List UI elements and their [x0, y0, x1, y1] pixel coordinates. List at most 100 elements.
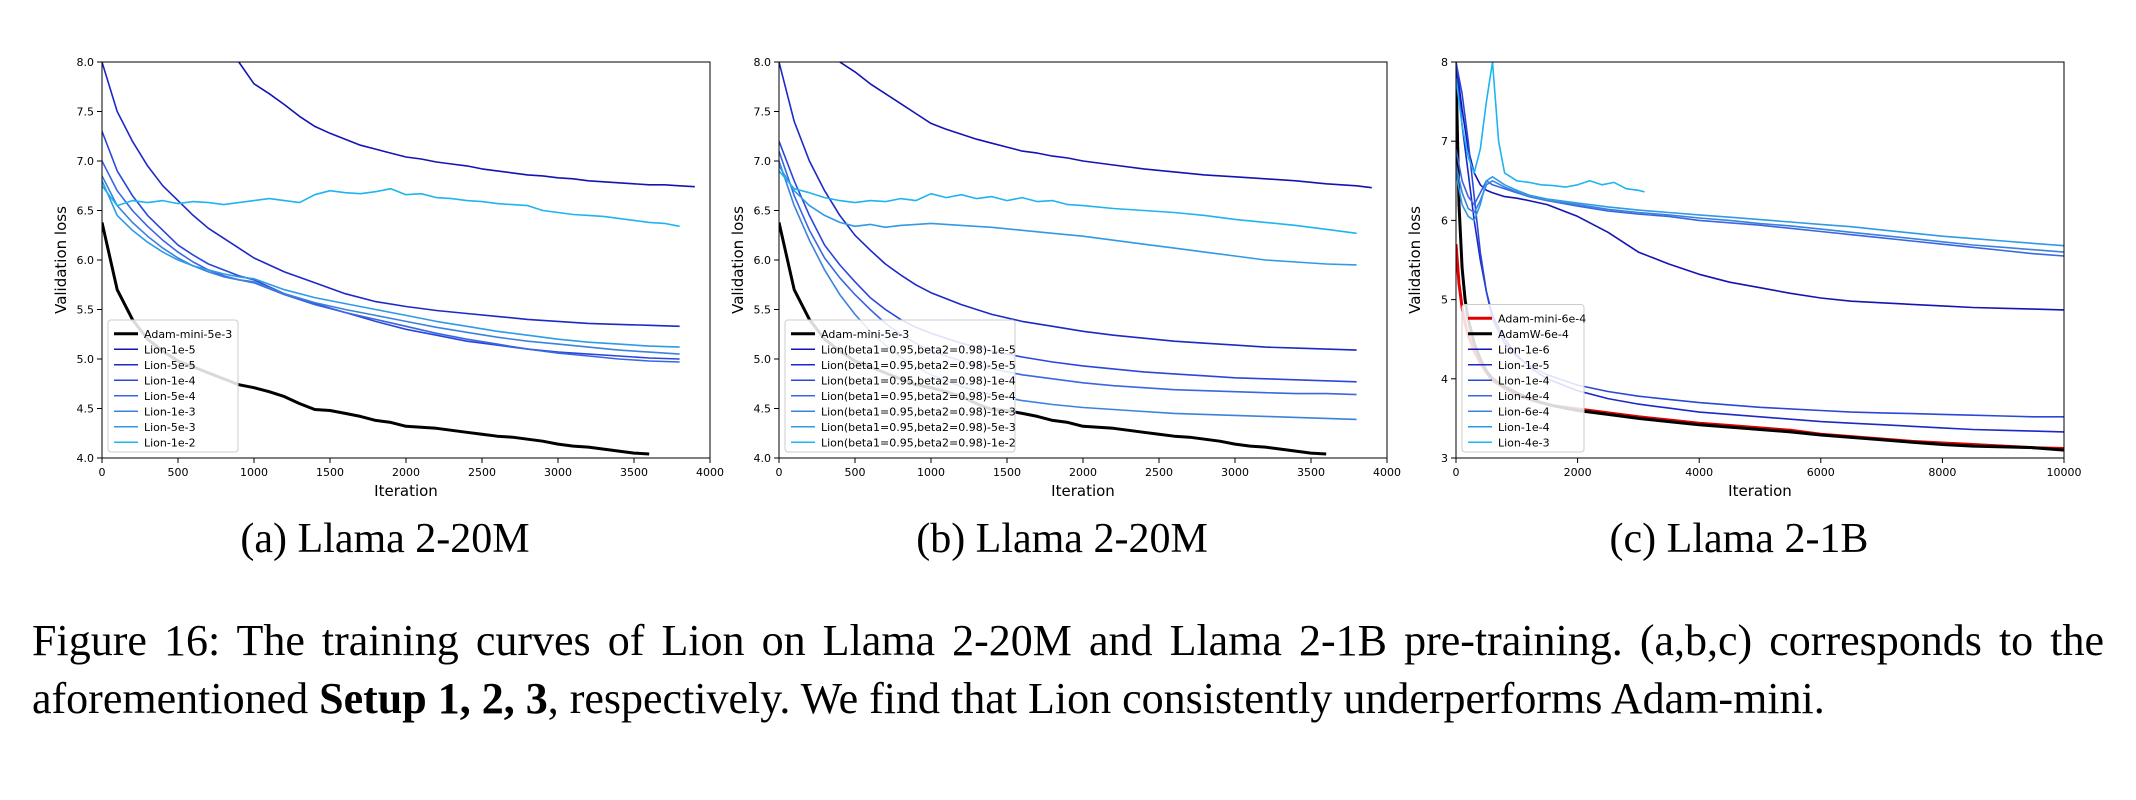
legend-entry: Lion-5e-3 — [144, 421, 196, 434]
x-tick-label: 2000 — [1564, 466, 1592, 479]
x-axis-label: Iteration — [374, 482, 438, 500]
y-tick-label: 5.0 — [77, 353, 95, 366]
y-tick-label: 4.0 — [77, 452, 95, 465]
y-tick-label: 6.0 — [754, 254, 772, 267]
series-line-6 — [779, 165, 1357, 266]
x-tick-label: 10000 — [2047, 466, 2082, 479]
legend-entry: Lion-1e-5 — [144, 343, 196, 356]
y-tick-label: 7 — [1441, 135, 1448, 148]
y-axis-label: Validation loss — [1406, 206, 1424, 314]
chart-panel-c: 0 2000 4000 6000 8000 10000 3 4 5 6 7 8 Iteration Val… — [1394, 40, 2084, 520]
x-tick-label: 3000 — [544, 466, 572, 479]
y-tick-label: 6.5 — [754, 205, 772, 218]
subcaption-b: (b) Llama 2-20M — [916, 516, 1208, 562]
legend-entry: Lion-1e-2 — [144, 436, 196, 449]
legend-entry: Lion(beta1=0.95,beta2=0.98)-1e-5 — [821, 343, 1016, 356]
caption-text-2: , respectively. We find that Lion consis… — [547, 674, 1825, 723]
x-tick-label: 4000 — [696, 466, 724, 479]
series-line-6 — [102, 180, 680, 348]
legend-entry: Adam-mini-5e-3 — [821, 328, 909, 341]
y-tick-label: 3 — [1441, 452, 1448, 465]
x-tick-label: 0 — [1453, 466, 1460, 479]
y-tick-label: 4.5 — [754, 403, 772, 416]
y-tick-label: 7.5 — [754, 106, 772, 119]
x-axis-label: Iteration — [1051, 482, 1115, 500]
y-tick-label: 8.0 — [754, 56, 772, 69]
x-tick-label: 3500 — [620, 466, 648, 479]
x-tick-label: 1000 — [917, 466, 945, 479]
y-tick-label: 5 — [1441, 294, 1448, 307]
y-tick-label: 5.0 — [754, 353, 772, 366]
y-tick-label: 4.0 — [754, 452, 772, 465]
y-tick-label: 5.5 — [754, 304, 772, 317]
y-tick-label: 7.0 — [754, 155, 772, 168]
y-tick-label: 8 — [1441, 56, 1448, 69]
x-tick-label: 0 — [99, 466, 106, 479]
y-tick-label: 6.5 — [77, 205, 95, 218]
y-tick-label: 8.0 — [77, 56, 95, 69]
series-line-1 — [238, 62, 695, 188]
x-tick-label: 500 — [845, 466, 866, 479]
legend-box — [784, 319, 1016, 453]
legend-box — [107, 319, 239, 453]
legend-entry: Lion(beta1=0.95,beta2=0.98)-5e-3 — [821, 421, 1016, 434]
x-tick-label: 2500 — [1145, 466, 1173, 479]
x-tick-label: 3500 — [1297, 466, 1325, 479]
legend-entry: Lion(beta1=0.95,beta2=0.98)-1e-4 — [821, 374, 1016, 387]
legend-box — [1461, 304, 1585, 453]
y-tick-label: 6 — [1441, 214, 1448, 227]
y-tick-label: 4 — [1441, 373, 1448, 386]
caption-text-1: Figure 16: The training curves of Lion o… — [32, 616, 2104, 723]
x-tick-label: 2500 — [468, 466, 496, 479]
series-line-5 — [1456, 148, 2064, 257]
x-tick-label: 500 — [168, 466, 189, 479]
y-axis-label: Validation loss — [729, 206, 747, 314]
series-line-8 — [1456, 62, 1645, 193]
legend: Adam-mini-5e-3 Lion(beta1=0.95,beta2=0.98… — [784, 319, 1016, 453]
legend-entry: Lion-1e-6 — [1498, 343, 1550, 356]
legend-entry: Adam-mini-6e-4 — [1498, 312, 1586, 325]
series-line-7 — [102, 185, 680, 228]
x-tick-label: 1500 — [316, 466, 344, 479]
series-line-4 — [1456, 62, 2064, 418]
chart-panel-b: 0 500 1000 1500 2000 2500 3000 3500 4000 4.0 4.5 5.… — [717, 40, 1407, 520]
y-tick-label: 5.5 — [77, 304, 95, 317]
series-line-2 — [102, 62, 680, 328]
series-line-7 — [1456, 172, 2064, 247]
subcaption-c: (c) Llama 2-1B — [1609, 516, 1869, 562]
chart-svg: 0 500 1000 1500 2000 2500 3000 3500 4000 4.0 4.5 5.… — [52, 56, 724, 500]
x-tick-label: 4000 — [1373, 466, 1401, 479]
caption-bold: Setup 1, 2, 3 — [319, 674, 548, 723]
legend-entry: Lion-5e-4 — [144, 390, 196, 403]
y-tick-label: 6.0 — [77, 254, 95, 267]
legend-entry: Lion-1e-4 — [1498, 374, 1550, 387]
x-tick-label: 6000 — [1807, 466, 1835, 479]
x-tick-label: 0 — [776, 466, 783, 479]
series-line-5 — [102, 175, 680, 355]
x-tick-label: 1500 — [993, 466, 1021, 479]
legend: Adam-mini-6e-4 AdamW-6e-4 Lion-1e-6 Lion-1e… — [1461, 304, 1586, 453]
y-tick-label: 4.5 — [77, 403, 95, 416]
legend-entry: Lion-6e-4 — [1498, 405, 1550, 418]
legend-entry: Lion-4e-3 — [1498, 436, 1550, 449]
x-tick-label: 1000 — [240, 466, 268, 479]
legend-entry: Lion(beta1=0.95,beta2=0.98)-5e-4 — [821, 390, 1016, 403]
legend-entry: AdamW-6e-4 — [1498, 328, 1569, 341]
chart-svg: 0 500 1000 1500 2000 2500 3000 3500 4000 4.0 4.5 5.… — [729, 56, 1401, 500]
legend-entry: Lion-4e-4 — [1498, 390, 1550, 403]
series-line-7 — [779, 170, 1357, 235]
series-line-3 — [102, 131, 680, 360]
legend-entry: Lion-1e-4 — [144, 374, 196, 387]
x-tick-label: 2000 — [392, 466, 420, 479]
plot-frame — [1455, 61, 2065, 459]
legend-entry: Lion-1e-4 — [1498, 421, 1550, 434]
y-tick-label: 7.5 — [77, 106, 95, 119]
y-axis-label: Validation loss — [52, 206, 70, 314]
legend-entry: Lion-1e-3 — [144, 405, 196, 418]
x-tick-label: 8000 — [1928, 466, 1956, 479]
x-axis-label: Iteration — [1728, 482, 1792, 500]
legend-entry: Lion-5e-5 — [144, 359, 196, 372]
x-tick-label: 3000 — [1221, 466, 1249, 479]
legend-entry: Lion(beta1=0.95,beta2=0.98)-1e-3 — [821, 405, 1016, 418]
series-line-4 — [102, 160, 680, 363]
